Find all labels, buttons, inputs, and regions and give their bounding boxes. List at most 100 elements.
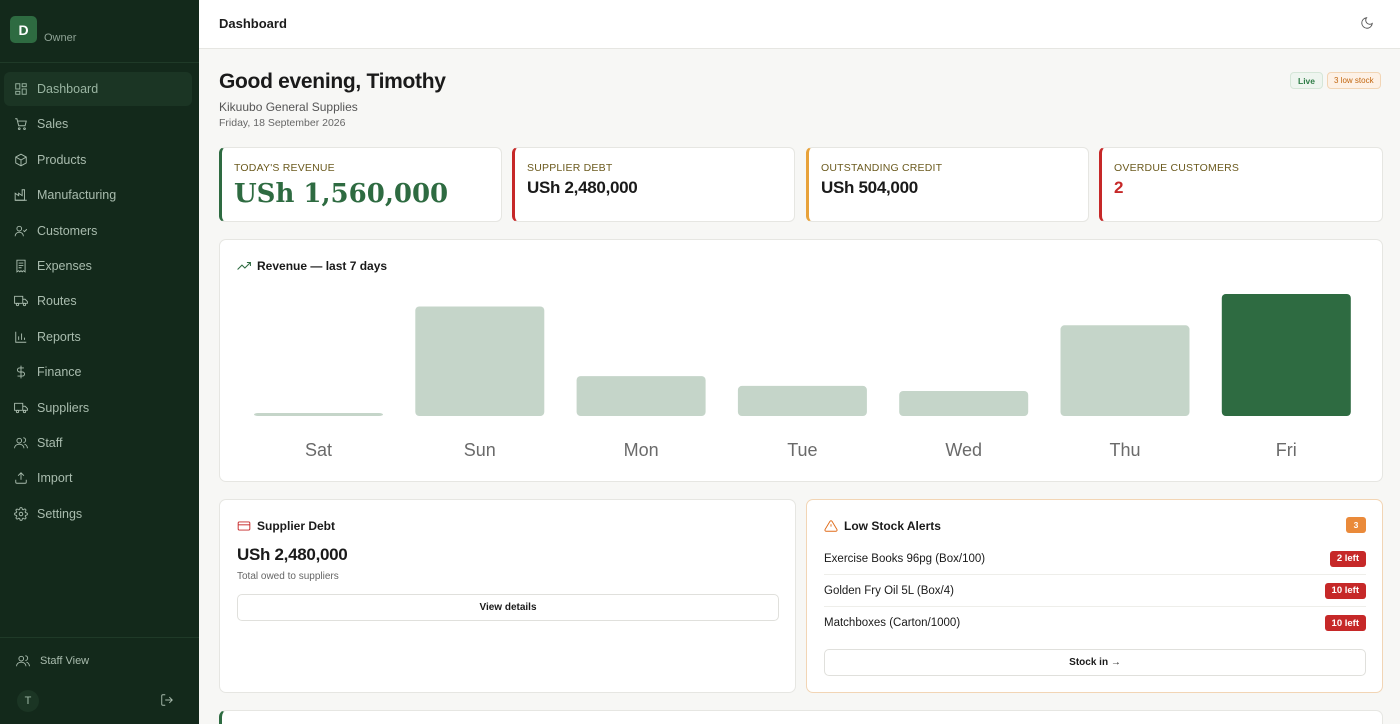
stock-in-button[interactable]: Stock in → [824, 649, 1366, 676]
greeting: Good evening, Timothy [219, 70, 446, 93]
sidebar-item-label: Routes [37, 294, 77, 309]
sidebar-item-label: Products [37, 152, 87, 167]
low-stock-card: Low Stock Alerts 3 Exercise Books 96pg (… [806, 499, 1383, 693]
divider [0, 62, 199, 63]
sidebar-item-import[interactable]: Import [4, 461, 192, 495]
sidebar-item-finance[interactable]: Finance [4, 355, 192, 389]
warning-icon [824, 519, 838, 533]
kpi-value: USh 2,480,000 [527, 178, 638, 197]
x-tick-label: Sat [305, 440, 332, 460]
bar-tue[interactable] [737, 385, 867, 416]
user-check-icon [14, 224, 28, 238]
revenue-chart-card: Revenue — last 7 days Sat Sun Mon Tue Wed Thu… [219, 239, 1383, 482]
avatar[interactable]: T [17, 690, 39, 712]
bar-sat[interactable] [254, 413, 383, 416]
divider [0, 637, 199, 638]
product-name: Matchboxes (Carton/1000) [824, 617, 961, 629]
sidebar-item-label: Manufacturing [37, 188, 117, 203]
next-card [219, 710, 1383, 724]
brand-logo[interactable]: D [10, 16, 37, 43]
logout-icon[interactable] [160, 693, 174, 707]
sidebar-item-label: Customers [37, 223, 98, 238]
credit-card-icon [237, 519, 251, 533]
sidebar-item-customers[interactable]: Customers [4, 214, 192, 248]
view-details-button[interactable]: View details [237, 594, 779, 621]
sidebar: D Owner Dashboard Sales Products Manufac… [0, 0, 199, 724]
debt-amount: USh 2,480,000 [237, 545, 348, 564]
revenue-bar-chart: Sat Sun Mon Tue Wed Thu Fri [254, 294, 1351, 460]
cart-icon [14, 117, 28, 131]
sidebar-item-label: Dashboard [37, 82, 99, 96]
chart-title: Revenue — last 7 days [257, 259, 388, 273]
x-tick-label: Wed [945, 440, 982, 460]
moon-icon[interactable] [1360, 16, 1376, 32]
product-name: Golden Fry Oil 5L (Box/4) [824, 584, 954, 597]
truck-icon [14, 294, 28, 308]
staff-view-label: Staff View [40, 655, 90, 667]
x-tick-label: Fri [1276, 440, 1297, 460]
sidebar-item-settings[interactable]: Settings [4, 497, 192, 531]
upload-icon [14, 471, 28, 485]
bar-wed[interactable] [899, 390, 1029, 416]
debt-caption: Total owed to suppliers [237, 571, 339, 582]
sidebar-item-products[interactable]: Products [4, 143, 192, 177]
sidebar-item-expenses[interactable]: Expenses [4, 249, 192, 283]
low-stock-badge[interactable]: 3 low stock [1327, 72, 1381, 89]
kpi-supplier-debt[interactable]: SUPPLIER DEBT USh 2,480,000 [512, 147, 795, 222]
stock-left-badge: 10 left [1324, 582, 1366, 599]
card-title: Low Stock Alerts [844, 519, 941, 533]
business-name: Kikuubo General Supplies [219, 100, 358, 114]
bar-thu[interactable] [1060, 325, 1190, 416]
sidebar-item-label: Suppliers [37, 400, 90, 415]
product-name: Exercise Books 96pg (Box/100) [824, 552, 986, 565]
kpi-value: USh 504,000 [821, 178, 918, 197]
sidebar-item-label: Settings [37, 506, 83, 521]
bar-chart-icon [14, 330, 28, 344]
factory-icon [14, 188, 28, 202]
bar-mon[interactable] [576, 376, 706, 416]
sidebar-item-suppliers[interactable]: Suppliers [4, 391, 192, 425]
kpi-overdue-customers[interactable]: OVERDUE CUSTOMERS 2 [1099, 147, 1383, 222]
list-item[interactable]: Matchboxes (Carton/1000) 10 left [824, 607, 1366, 639]
staff-view-toggle[interactable]: Staff View [16, 654, 89, 668]
gear-icon [14, 506, 28, 521]
sidebar-item-staff[interactable]: Staff [4, 426, 192, 460]
sidebar-item-label: Reports [37, 329, 81, 344]
kpi-outstanding-credit[interactable]: OUTSTANDING CREDIT USh 504,000 [806, 147, 1089, 222]
card-title: Supplier Debt [257, 519, 336, 533]
sidebar-item-routes[interactable]: Routes [4, 284, 192, 318]
sidebar-item-label: Sales [37, 117, 69, 132]
sidebar-item-sales[interactable]: Sales [4, 107, 192, 141]
kpi-value: 2 [1114, 178, 1124, 197]
list-item[interactable]: Exercise Books 96pg (Box/100) 2 left [824, 543, 1366, 575]
sidebar-item-dashboard[interactable]: Dashboard [4, 72, 192, 106]
x-tick-label: Mon [624, 440, 659, 460]
sidebar-item-label: Expenses [37, 258, 92, 273]
x-tick-label: Tue [787, 440, 817, 460]
sidebar-item-manufacturing[interactable]: Manufacturing [4, 178, 192, 212]
sidebar-item-reports[interactable]: Reports [4, 320, 192, 354]
page-title: Dashboard [219, 16, 287, 31]
users-icon [14, 436, 28, 450]
topbar: Dashboard [199, 0, 1400, 49]
receipt-icon [14, 259, 28, 273]
role-label: Owner [44, 32, 77, 44]
grid-icon [14, 82, 28, 96]
users-icon [16, 655, 30, 667]
dollar-icon [14, 365, 28, 379]
bar-sun[interactable] [415, 306, 545, 416]
current-date: Friday, 18 September 2026 [219, 117, 346, 129]
bar-fri[interactable] [1221, 294, 1351, 416]
sidebar-item-label: Finance [37, 365, 82, 380]
box-icon [14, 153, 28, 167]
kpi-label: SUPPLIER DEBT [527, 162, 613, 174]
kpi-label: TODAY'S REVENUE [234, 162, 335, 174]
truck-icon [14, 401, 28, 415]
sidebar-nav: Dashboard Sales Products Manufacturing C… [4, 72, 192, 532]
stock-left-badge: 10 left [1324, 615, 1366, 631]
kpi-value: USh 1,560,000 [234, 179, 449, 209]
x-tick-label: Sun [464, 440, 496, 460]
supplier-debt-card: Supplier Debt USh 2,480,000 Total owed t… [219, 499, 796, 693]
kpi-todays-revenue[interactable]: TODAY'S REVENUE USh 1,560,000 [219, 147, 502, 222]
list-item[interactable]: Golden Fry Oil 5L (Box/4) 10 left [824, 575, 1366, 607]
